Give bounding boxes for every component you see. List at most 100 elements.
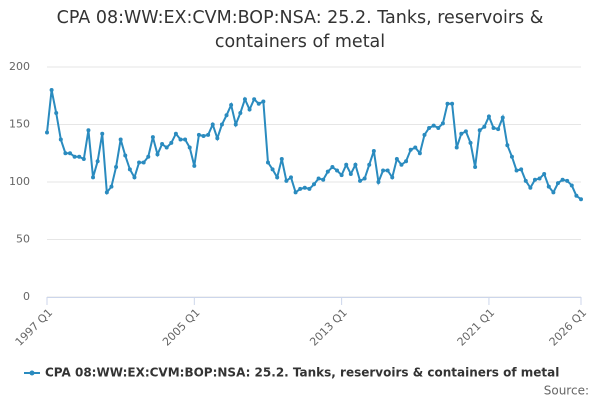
data-point xyxy=(127,167,132,172)
data-point xyxy=(252,97,257,102)
data-point xyxy=(72,154,77,159)
data-point xyxy=(201,134,206,138)
data-point xyxy=(537,176,542,181)
data-point xyxy=(371,148,376,153)
data-point xyxy=(293,190,298,195)
data-point xyxy=(173,131,178,136)
data-point xyxy=(367,162,372,167)
legend-marker xyxy=(29,370,35,376)
data-point xyxy=(270,167,275,172)
data-point xyxy=(316,176,321,181)
data-point xyxy=(206,132,211,137)
legend-label: CPA 08:WW:EX:CVM:BOP:NSA: 25.2. Tanks, r… xyxy=(45,366,559,380)
data-point xyxy=(58,137,63,142)
y-tick-label: 100 xyxy=(9,175,30,188)
data-point xyxy=(233,122,238,127)
data-point xyxy=(210,122,215,127)
data-point xyxy=(390,175,395,180)
data-point xyxy=(114,165,119,170)
data-point xyxy=(86,128,91,133)
data-point xyxy=(302,185,307,190)
data-point xyxy=(454,145,459,150)
data-point xyxy=(54,111,59,115)
data-point xyxy=(532,177,537,182)
data-point xyxy=(404,159,409,164)
data-point xyxy=(417,151,422,156)
data-point xyxy=(123,153,128,158)
data-point xyxy=(509,154,514,159)
data-point xyxy=(551,190,556,195)
data-point xyxy=(229,102,234,107)
data-point xyxy=(68,151,73,156)
data-point xyxy=(45,130,49,135)
data-point xyxy=(169,140,174,145)
data-point xyxy=(49,88,54,92)
data-point xyxy=(519,167,524,172)
data-point xyxy=(473,165,478,170)
data-point xyxy=(275,175,280,180)
data-point xyxy=(261,99,266,104)
data-point xyxy=(542,171,547,176)
data-point xyxy=(132,175,137,180)
data-point xyxy=(496,127,501,132)
data-point xyxy=(565,178,570,183)
data-point xyxy=(335,168,340,173)
data-point xyxy=(358,178,363,183)
data-point xyxy=(491,125,496,130)
x-tick-label: 2021 Q1 xyxy=(455,306,498,349)
x-tick-label: 1997 Q1 xyxy=(13,306,56,349)
data-point xyxy=(183,137,188,142)
data-point xyxy=(187,145,192,150)
data-point xyxy=(215,136,220,141)
data-point xyxy=(219,122,224,127)
data-point xyxy=(118,137,123,142)
data-point xyxy=(63,151,68,156)
data-point xyxy=(330,165,335,170)
data-point xyxy=(408,147,413,152)
data-point xyxy=(468,140,473,145)
data-point xyxy=(81,157,86,161)
data-point xyxy=(399,162,404,167)
data-point xyxy=(376,180,381,184)
data-point xyxy=(344,162,349,167)
data-point xyxy=(445,101,450,106)
data-point xyxy=(440,121,445,126)
data-point xyxy=(192,163,197,168)
data-point xyxy=(555,181,560,186)
data-point xyxy=(265,160,270,165)
data-point xyxy=(339,173,344,178)
data-point xyxy=(486,114,491,119)
data-point xyxy=(224,113,229,118)
data-point xyxy=(450,101,455,106)
data-point xyxy=(436,125,441,130)
data-point xyxy=(256,101,261,106)
data-point xyxy=(100,131,105,136)
data-point xyxy=(427,125,432,130)
data-point xyxy=(413,145,418,150)
data-point xyxy=(242,97,247,102)
data-point xyxy=(500,115,505,120)
data-point xyxy=(574,193,579,198)
data-point xyxy=(482,124,487,129)
data-point xyxy=(463,129,468,134)
data-point xyxy=(104,190,109,195)
data-point xyxy=(528,185,533,190)
y-tick-label: 150 xyxy=(9,118,30,131)
x-tick-label: 2013 Q1 xyxy=(307,306,350,349)
data-point xyxy=(477,128,482,133)
data-point xyxy=(459,131,464,136)
data-point xyxy=(279,157,284,161)
data-point xyxy=(505,143,510,148)
data-point xyxy=(141,160,146,165)
data-point xyxy=(178,137,183,142)
data-point xyxy=(196,132,201,137)
data-point xyxy=(238,111,243,115)
data-point xyxy=(560,177,565,182)
data-point xyxy=(155,152,160,157)
data-point xyxy=(546,184,551,189)
data-point xyxy=(321,177,326,182)
data-point xyxy=(325,169,330,174)
data-point xyxy=(109,184,114,189)
